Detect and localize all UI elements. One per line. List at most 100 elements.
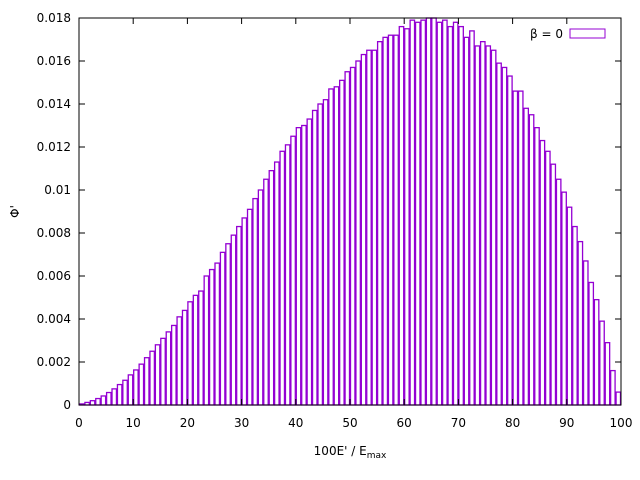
x-tick-label: 70 xyxy=(451,416,466,430)
x-tick-label: 50 xyxy=(342,416,357,430)
histogram-bar xyxy=(149,350,156,406)
y-tick-label: 0.006 xyxy=(37,269,71,283)
x-tick-label: 10 xyxy=(126,416,141,430)
histogram-bar xyxy=(100,395,107,406)
histogram-bar xyxy=(387,34,394,406)
histogram-bar xyxy=(116,383,123,406)
y-axis-label: Φ' xyxy=(8,205,22,218)
histogram-bar xyxy=(507,75,513,406)
histogram-bar xyxy=(393,34,399,406)
histogram-bar xyxy=(479,41,486,406)
y-tick-label: 0.012 xyxy=(37,140,71,154)
histogram-bar xyxy=(561,191,567,406)
x-tick-label: 90 xyxy=(559,416,574,430)
histogram-bar xyxy=(582,260,589,406)
histogram-bar xyxy=(225,243,231,406)
histogram-bar xyxy=(273,161,280,406)
histogram-bar xyxy=(360,53,367,406)
histogram-bar xyxy=(420,19,427,406)
y-tick-label: 0.018 xyxy=(37,11,71,25)
histogram-bar xyxy=(311,109,318,406)
histogram-bar xyxy=(474,45,481,406)
histogram-bar xyxy=(187,301,193,406)
histogram-bar xyxy=(333,86,340,406)
histogram-bar xyxy=(252,197,259,406)
histogram-bar xyxy=(339,79,345,406)
histogram-bar xyxy=(284,144,291,406)
histogram-bar xyxy=(306,118,313,406)
x-tick-label: 40 xyxy=(288,416,303,430)
histogram-bar xyxy=(371,49,378,406)
legend-label: β = 0 xyxy=(530,27,563,41)
histogram-bar xyxy=(534,127,540,406)
histogram-bar xyxy=(604,341,611,406)
histogram-bar xyxy=(89,400,96,406)
histogram-bar xyxy=(425,17,432,406)
x-tick-label: 80 xyxy=(505,416,520,430)
histogram-bar xyxy=(544,150,551,406)
histogram-bar xyxy=(409,19,416,406)
histogram-bar xyxy=(192,294,199,406)
histogram-bar xyxy=(349,66,356,406)
histogram-bar xyxy=(593,298,600,406)
histogram-bar xyxy=(133,369,139,406)
histogram-bar xyxy=(463,36,470,406)
histogram-bar xyxy=(572,225,578,406)
histogram-bar xyxy=(599,320,605,406)
y-tick-label: 0.008 xyxy=(37,226,71,240)
y-tick-label: 0.014 xyxy=(37,97,71,111)
histogram-bar xyxy=(436,21,443,406)
histogram-bar xyxy=(236,225,242,406)
histogram-bar xyxy=(154,344,161,406)
histogram-bar xyxy=(485,45,492,406)
histogram-bar xyxy=(366,49,372,406)
histogram-bar xyxy=(344,71,351,406)
histogram-bar xyxy=(414,21,421,406)
histogram-bar xyxy=(404,28,410,406)
histogram-bar xyxy=(301,124,307,406)
histogram-bar xyxy=(208,268,215,406)
histogram-bar xyxy=(355,60,361,406)
x-tick-label: 30 xyxy=(234,416,249,430)
histogram-bar xyxy=(469,30,475,406)
bars-layer xyxy=(78,17,622,406)
histogram-bar xyxy=(458,25,464,406)
histogram-bar xyxy=(268,169,275,406)
x-tick-label: 60 xyxy=(397,416,412,430)
histogram-bar xyxy=(176,316,183,406)
histogram-bar xyxy=(279,150,286,406)
histogram-bar xyxy=(376,41,383,406)
histogram-bar xyxy=(122,379,128,406)
histogram-bar xyxy=(138,363,145,406)
x-axis-label-subscript: max xyxy=(367,451,387,461)
histogram-bar xyxy=(127,374,134,406)
x-tick-label: 100 xyxy=(610,416,633,430)
histogram-bar xyxy=(160,337,166,406)
histogram-bar xyxy=(398,25,405,406)
histogram-bar xyxy=(447,25,454,406)
histogram-bar xyxy=(452,21,459,406)
histogram-bar xyxy=(501,66,508,406)
histogram-bar xyxy=(322,99,329,406)
histogram-bar xyxy=(165,331,172,406)
histogram-bar xyxy=(528,114,535,406)
histogram-bar xyxy=(257,189,264,406)
y-tick-label: 0.016 xyxy=(37,54,71,68)
histogram-bar xyxy=(382,36,389,406)
histogram-bar xyxy=(181,309,188,406)
histogram-bar xyxy=(523,107,530,406)
x-axis-label: 100E' / Emax xyxy=(314,444,387,461)
x-tick-label: 20 xyxy=(180,416,195,430)
histogram-bar xyxy=(143,357,150,406)
x-tick-label: 0 xyxy=(75,416,83,430)
histogram-bar xyxy=(317,103,324,406)
histogram-bar xyxy=(246,208,253,406)
histogram-bar xyxy=(610,369,616,406)
x-axis-label-main: 100E' / E xyxy=(314,444,367,458)
ticks-layer: 0 10 20 30 40 50 60 70 80 90 100 0 0.002 0.004 0.006 0.… xyxy=(37,11,633,430)
histogram-bar xyxy=(219,251,226,406)
legend-swatch xyxy=(569,28,606,39)
y-tick-label: 0 xyxy=(63,398,71,412)
histogram-bar xyxy=(539,139,546,406)
legend: β = 0 xyxy=(530,27,606,41)
